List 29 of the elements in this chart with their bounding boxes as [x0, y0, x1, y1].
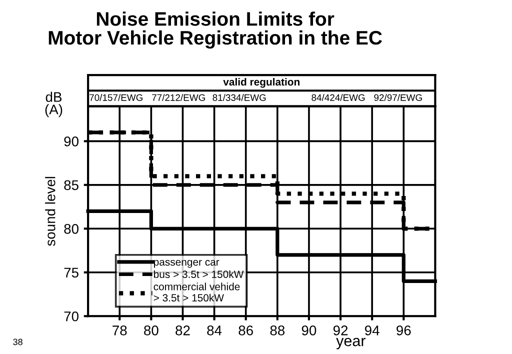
text: dB (A): [45, 92, 62, 118]
x-tick-label: 82: [176, 326, 190, 336]
y-tick-label: 85: [64, 180, 78, 190]
x-tick-label: 88: [270, 326, 285, 336]
y-tick-label: 90: [64, 136, 78, 146]
y-tick-label: 70: [64, 311, 78, 322]
legend-label: passenger car: [154, 260, 220, 268]
x-axis-title: year: [336, 338, 366, 350]
x-tick-label: 78: [112, 326, 127, 336]
text: 81/334/EWG: [212, 94, 266, 101]
legend-label: commercial vehide > 3.5t > 150kW: [154, 282, 240, 302]
text: 38: [13, 338, 22, 346]
x-tick-label: 80: [144, 326, 158, 336]
text: 77/212/EWG: [152, 94, 205, 101]
chart-title: Noise Emission Limits for Motor Vehicle Registration in the EC: [48, 12, 382, 49]
x-tick-label: 86: [238, 326, 253, 336]
text: valid regulation: [223, 78, 300, 88]
legend-label: bus > 3.5t > 150kW: [154, 270, 244, 278]
x-tick-label: 96: [396, 326, 411, 336]
text: 70/157/EWG: [90, 94, 142, 101]
x-tick-label: 94: [365, 326, 380, 336]
y-axis-title: sound level: [45, 176, 56, 246]
y-tick-label: 75: [64, 268, 78, 278]
x-tick-label: 90: [302, 326, 316, 336]
text: 92/97/EWG: [374, 94, 422, 101]
x-tick-label: 92: [333, 326, 348, 336]
text: 84/424/EWG: [312, 94, 365, 101]
x-tick-label: 84: [207, 326, 222, 336]
y-tick-label: 80: [64, 224, 78, 234]
